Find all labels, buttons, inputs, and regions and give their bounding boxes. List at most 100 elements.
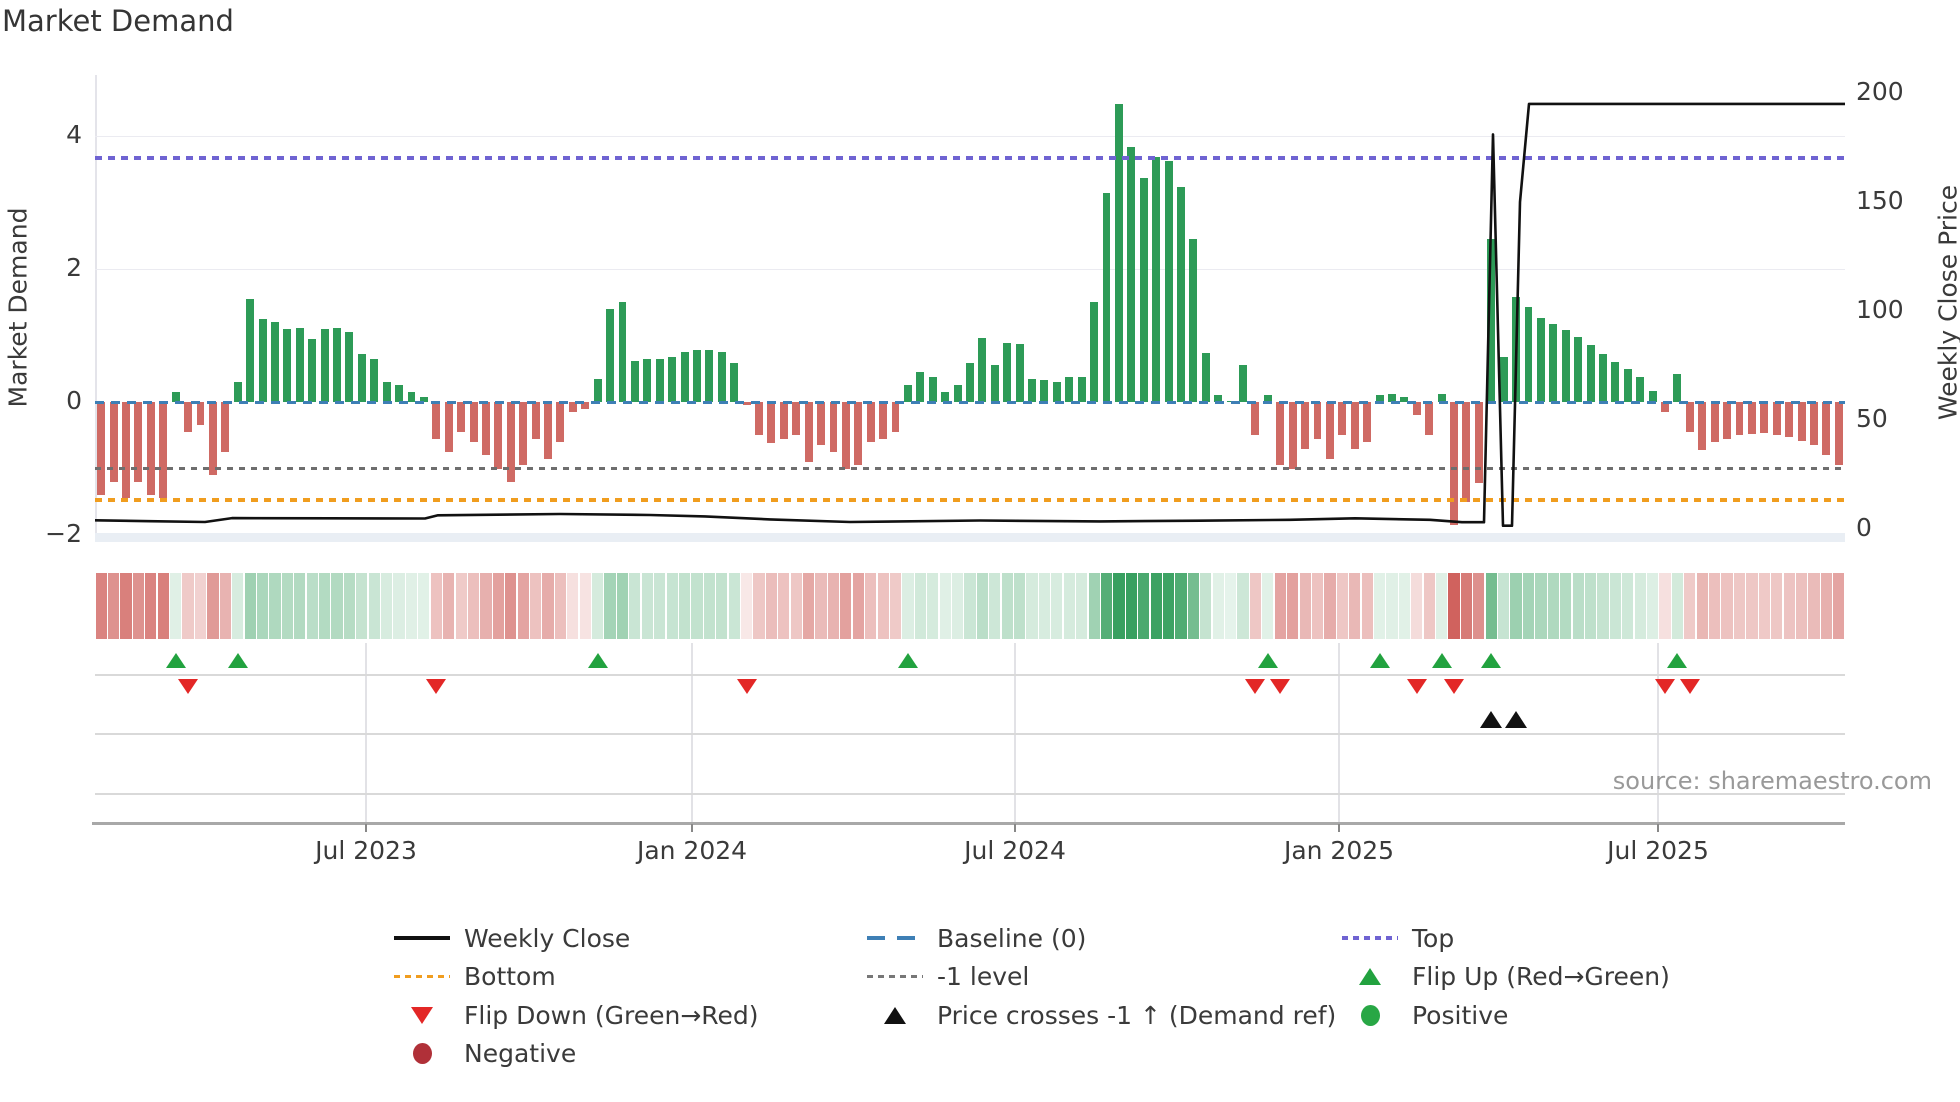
demand-bar-positive: [283, 328, 292, 402]
heatmap-cell: [505, 573, 517, 639]
heatmap-cell: [1138, 573, 1150, 639]
demand-bar-positive: [1177, 187, 1185, 402]
demand-bar-negative: [122, 402, 130, 499]
heatmap-cell: [1398, 573, 1410, 639]
heatmap-cell: [1485, 573, 1497, 639]
x-tick-mark: [1338, 824, 1340, 832]
left-axis-tick-label: 4: [66, 120, 82, 149]
heatmap-cell: [170, 573, 182, 639]
heatmap-cell: [1609, 573, 1621, 639]
demand-bar-negative: [1747, 402, 1756, 434]
heatmap-cell: [554, 573, 567, 639]
heatmap-cell: [1460, 573, 1473, 639]
demand-bar-negative: [457, 402, 466, 432]
heatmap-cell: [306, 573, 318, 639]
demand-bar-positive: [1114, 104, 1123, 402]
heatmap-cell: [1473, 573, 1485, 639]
flip-up-marker: [1257, 653, 1278, 668]
panel-vertical-gridline: [1657, 643, 1659, 822]
demand-bar-negative: [208, 402, 217, 476]
demand-bar-positive: [1400, 396, 1409, 402]
heatmap-cell: [629, 573, 641, 639]
demand-bar-negative: [97, 402, 106, 496]
right-axis-tick-label: 50: [1856, 404, 1888, 433]
demand-bar-negative: [879, 402, 888, 439]
demand-bar-negative: [556, 402, 565, 442]
heatmap-cell: [914, 573, 926, 639]
demand-bar-positive: [630, 360, 639, 402]
heatmap-cell: [1535, 573, 1547, 639]
demand-gridline: [95, 268, 1845, 270]
legend-item-label: Bottom: [464, 962, 556, 991]
x-tick-mark: [1014, 824, 1016, 832]
demand-bar-positive: [941, 392, 950, 402]
legend-item-label: Positive: [1412, 1000, 1509, 1030]
heatmap-cell: [182, 573, 194, 639]
heatmap-cell: [989, 573, 1001, 639]
heatmap-cell: [1423, 573, 1435, 639]
x-tick-label: Jul 2025: [1607, 836, 1709, 865]
demand-bar-negative: [1723, 402, 1732, 439]
flip-up-marker: [1667, 653, 1688, 668]
legend-item-label: Negative: [464, 1039, 577, 1068]
legend-circle-icon: [393, 1037, 451, 1071]
heatmap-cell: [194, 573, 207, 639]
top-level-line: [95, 156, 1845, 160]
demand-bar-negative: [1338, 402, 1347, 436]
demand-bar-positive: [1611, 362, 1620, 402]
demand-bar-negative: [1350, 402, 1359, 449]
demand-bar-positive: [395, 385, 404, 402]
panel-vertical-gridline: [365, 643, 367, 822]
demand-bar-negative: [1834, 402, 1843, 466]
flip-up-marker: [165, 653, 186, 668]
heatmap-cell: [1721, 573, 1733, 639]
demand-bar-positive: [1077, 377, 1086, 402]
heatmap-cell: [467, 573, 480, 639]
panel-separator: [95, 793, 1845, 795]
demand-bar-positive: [1164, 161, 1173, 402]
flip-down-marker: [1270, 679, 1291, 694]
heatmap-cell: [865, 573, 877, 639]
heatmap-cell: [207, 573, 219, 639]
flip-down-marker: [1406, 679, 1427, 694]
legend-item-label: Baseline (0): [937, 923, 1087, 953]
heatmap-cell: [1200, 573, 1212, 639]
demand-bar-positive: [1623, 368, 1632, 402]
heatmap-cell: [517, 573, 529, 639]
panel-vertical-gridline: [1338, 643, 1340, 822]
right-axis-tick-label: 0: [1856, 513, 1872, 542]
demand-bar-negative: [779, 402, 788, 439]
heatmap-cell: [269, 573, 281, 639]
demand-bar-positive: [692, 350, 701, 402]
heatmap-cell: [405, 573, 418, 639]
demand-bar-positive: [1388, 394, 1396, 402]
demand-bar-positive: [953, 385, 962, 402]
demand-bar-negative: [1325, 402, 1334, 459]
legend-item: Negative: [393, 1037, 576, 1071]
demand-bar-negative: [854, 402, 863, 466]
flip-down-marker: [1245, 679, 1266, 694]
flip-down-marker: [1444, 679, 1465, 694]
page-title: Market Demand: [2, 4, 234, 38]
heatmap-cell: [654, 573, 666, 639]
heatmap-cell: [666, 573, 678, 639]
flip-up-marker: [1369, 653, 1390, 668]
demand-bar-positive: [1040, 380, 1049, 402]
heatmap-cell: [1411, 573, 1423, 639]
heatmap-cell: [1547, 573, 1559, 639]
heatmap-cell: [1026, 573, 1038, 639]
bottom-level-line: [95, 498, 1845, 502]
heatmap-cell: [1225, 573, 1237, 639]
flip-up-marker: [1481, 653, 1502, 668]
demand-bar-positive: [668, 356, 677, 402]
demand-bar-positive: [1499, 356, 1508, 402]
demand-bar-positive: [1487, 239, 1496, 402]
demand-bar-positive: [1052, 382, 1061, 402]
flip-down-marker: [178, 679, 199, 694]
demand-bar-negative: [494, 402, 503, 469]
heatmap-cell: [1709, 573, 1721, 639]
demand-bar-positive: [1599, 354, 1607, 402]
heatmap-cell: [1771, 573, 1783, 639]
